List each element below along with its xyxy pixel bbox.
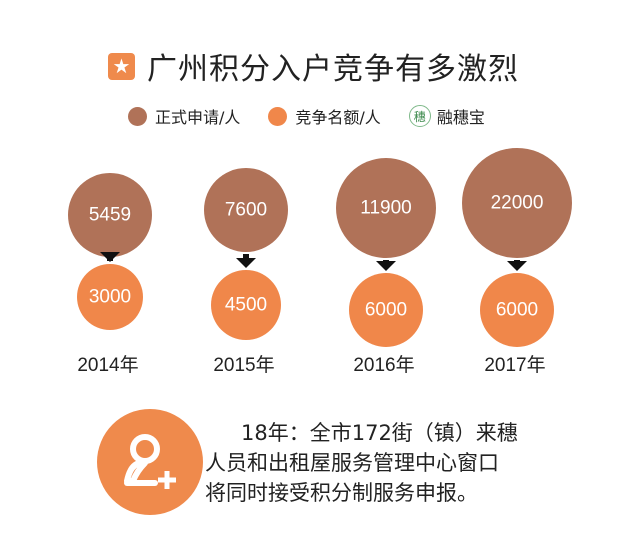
add-user-icon xyxy=(97,409,203,515)
star-icon: ★ xyxy=(108,52,135,80)
legend: 正式申请/人 竞争名额/人 穗 融穗宝 xyxy=(128,104,513,128)
bubble-quota xyxy=(211,270,281,340)
bubble-applications xyxy=(462,148,572,258)
bubble-label-quota: 6000 xyxy=(365,300,407,321)
note-text: 18年：全市172街（镇）来穗 人员和出租屋服务管理中心窗口 将同时接受积分制服… xyxy=(205,421,518,505)
year-label: 2014年 xyxy=(77,354,138,376)
bubble-label-applications: 11900 xyxy=(360,198,411,219)
year-label: 2017年 xyxy=(484,354,545,376)
bubble-label-quota: 3000 xyxy=(89,287,131,308)
bubble-quota xyxy=(349,273,423,347)
legend-applications: 正式申请/人 xyxy=(128,104,240,128)
bubble-applications xyxy=(68,173,152,257)
bubble-quota xyxy=(77,264,143,330)
arrow-down-icon xyxy=(376,261,396,271)
bubble-quota xyxy=(480,273,554,347)
bubble-applications xyxy=(336,158,436,258)
bubble-label-applications: 22000 xyxy=(491,193,544,214)
arrow-down-icon xyxy=(236,258,256,268)
legend-swatch-applications xyxy=(128,106,147,126)
bubble-label-quota: 4500 xyxy=(225,295,267,316)
arrow-shaft xyxy=(243,254,249,259)
bubble-label-applications: 7600 xyxy=(225,200,267,221)
legend-swatch-quota xyxy=(268,106,288,126)
legend-quota: 竞争名额/人 xyxy=(268,104,381,128)
year-label: 2016年 xyxy=(353,354,414,376)
arrow-down-icon xyxy=(100,252,120,262)
arrow-down-icon xyxy=(507,261,527,271)
year-label: 2015年 xyxy=(213,354,274,376)
bubble-chart: 5459 3000 2014年 7600 4500 2015年 11900 6000 2016年… xyxy=(68,148,572,376)
bubble-label-applications: 5459 xyxy=(89,205,131,226)
bubble-applications xyxy=(204,168,288,252)
page-title: ★ 广州积分入户竞争有多激烈 xyxy=(108,44,519,88)
bubble-label-quota: 6000 xyxy=(496,300,538,321)
rongsuibao-logo: 穗 xyxy=(408,105,431,127)
brand: 穗 融穗宝 xyxy=(408,104,485,128)
